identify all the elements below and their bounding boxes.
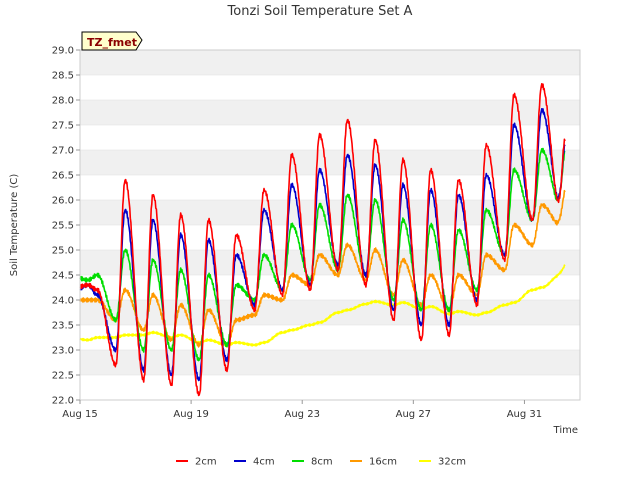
legend-label: 32cm — [438, 457, 466, 468]
x-tick-label: Aug 27 — [396, 409, 431, 420]
series-line-4cm — [79, 108, 566, 382]
x-tick-label: Aug 19 — [173, 409, 208, 420]
y-tick-label: 27.0 — [52, 146, 74, 157]
y-axis: 22.0 22.5 23.0 23.5 24.0 24.5 25.0 25.5 26.0 26.5… — [52, 46, 80, 407]
y-tick-label: 25.5 — [52, 221, 74, 232]
y-tick-label: 22.5 — [52, 371, 74, 382]
y-tick-label: 29.0 — [52, 46, 74, 57]
grid-band — [80, 100, 580, 125]
grid-band — [80, 250, 580, 275]
y-tick-label: 26.0 — [52, 196, 74, 207]
legend: 2cm 4cm 8cm 16cm 32cm — [176, 457, 466, 468]
y-tick-label: 28.0 — [52, 96, 74, 107]
x-axis: Aug 15 Aug 19 Aug 23 Aug 27 Aug 31 — [62, 400, 542, 420]
chart-title: Tonzi Soil Temperature Set A — [227, 4, 413, 19]
y-tick-label: 27.5 — [52, 121, 74, 132]
legend-label: 16cm — [369, 457, 397, 468]
series-line-2cm — [79, 83, 566, 397]
y-tick-label: 22.0 — [52, 396, 74, 407]
y-tick-label: 25.0 — [52, 246, 74, 257]
y-tick-label: 26.5 — [52, 171, 74, 182]
site-label-box: TZ_fmet — [81, 31, 143, 51]
series-line-8cm — [79, 147, 566, 362]
y-tick-label: 24.0 — [52, 296, 74, 307]
series-layer — [79, 83, 566, 397]
x-axis-label: Time — [553, 425, 578, 436]
x-tick-label: Aug 15 — [62, 409, 97, 420]
site-label: TZ_fmet — [87, 36, 137, 49]
series-line-32cm — [79, 264, 566, 347]
legend-label: 4cm — [253, 457, 275, 468]
grid-band — [80, 150, 580, 175]
y-tick-label: 28.5 — [52, 71, 74, 82]
x-tick-label: Aug 23 — [285, 409, 320, 420]
y-tick-label: 23.5 — [52, 321, 74, 332]
x-tick-label: Aug 31 — [507, 409, 542, 420]
y-tick-label: 23.0 — [52, 346, 74, 357]
legend-label: 2cm — [195, 457, 217, 468]
y-tick-label: 24.5 — [52, 271, 74, 282]
y-axis-label: Soil Temperature (C) — [9, 174, 20, 277]
legend-label: 8cm — [311, 457, 333, 468]
series-line-16cm — [79, 189, 566, 348]
grid-band — [80, 350, 580, 375]
grid-band — [80, 50, 580, 75]
grid-band — [80, 300, 580, 325]
